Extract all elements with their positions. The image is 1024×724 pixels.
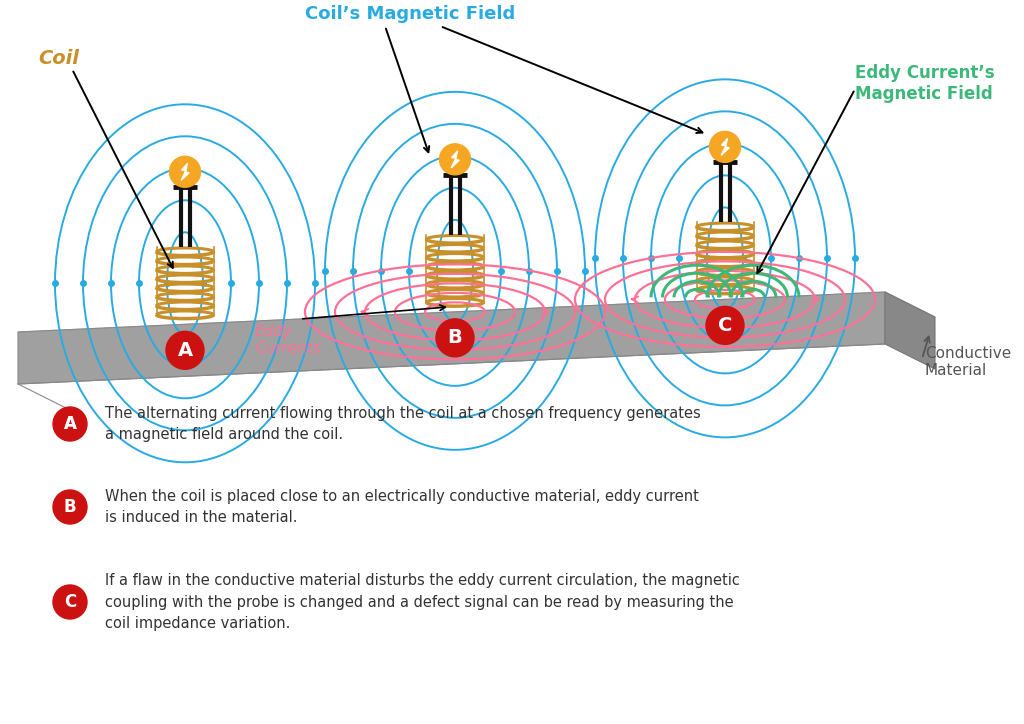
Text: A: A xyxy=(63,415,77,433)
Polygon shape xyxy=(885,292,935,369)
Text: B: B xyxy=(63,498,77,516)
Text: C: C xyxy=(63,593,76,611)
Text: A: A xyxy=(63,415,77,433)
Text: A: A xyxy=(177,341,193,360)
Circle shape xyxy=(710,131,740,162)
Text: When the coil is placed close to an electrically conductive material, eddy curre: When the coil is placed close to an elec… xyxy=(105,489,698,526)
Text: The alternating current flowing through the coil at a chosen frequency generates: The alternating current flowing through … xyxy=(105,405,700,442)
Circle shape xyxy=(439,144,470,174)
Polygon shape xyxy=(452,151,459,168)
Text: Eddy
Currents: Eddy Currents xyxy=(255,324,321,356)
Circle shape xyxy=(706,306,744,345)
Text: Eddy Current’s
Magnetic Field: Eddy Current’s Magnetic Field xyxy=(855,64,994,103)
Polygon shape xyxy=(18,292,935,357)
Circle shape xyxy=(170,156,201,188)
Text: Coil: Coil xyxy=(38,49,79,68)
Text: B: B xyxy=(447,329,463,348)
Circle shape xyxy=(166,332,204,369)
Polygon shape xyxy=(18,292,885,384)
Polygon shape xyxy=(181,164,189,180)
Circle shape xyxy=(53,490,87,524)
Circle shape xyxy=(436,319,474,357)
Polygon shape xyxy=(721,138,729,156)
Text: If a flaw in the conductive material disturbs the eddy current circulation, the : If a flaw in the conductive material dis… xyxy=(105,573,740,631)
Circle shape xyxy=(53,407,87,441)
Text: C: C xyxy=(718,316,732,335)
Circle shape xyxy=(53,585,87,619)
Text: Coil’s Magnetic Field: Coil’s Magnetic Field xyxy=(305,5,515,23)
Text: Conductive
Material: Conductive Material xyxy=(925,346,1012,378)
